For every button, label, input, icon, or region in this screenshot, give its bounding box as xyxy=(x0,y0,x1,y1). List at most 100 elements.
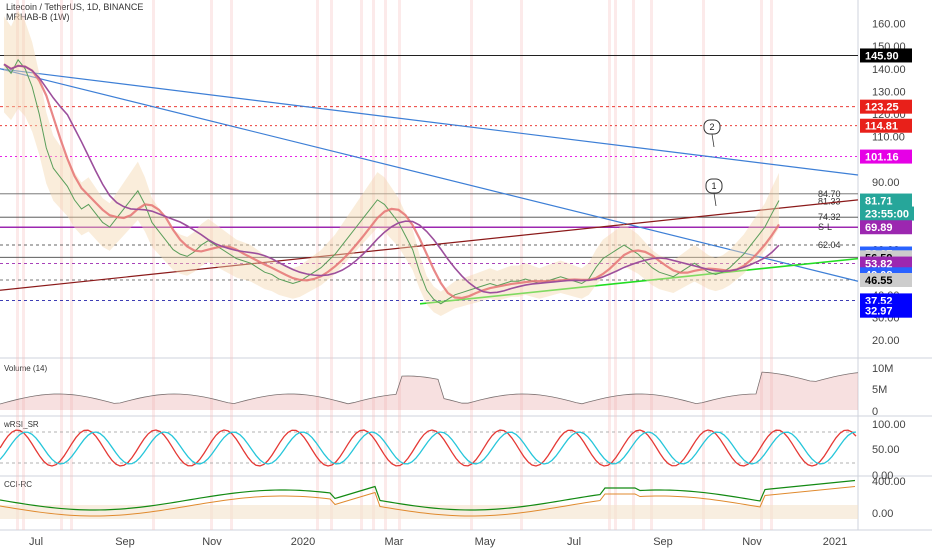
time-axis-tick: Nov xyxy=(202,536,222,548)
time-axis-tick: Mar xyxy=(385,536,404,548)
signal-highlight-bar xyxy=(770,0,773,530)
callout-pointer xyxy=(711,133,715,148)
cci-axis-tick: 0.00 xyxy=(872,508,893,520)
signal-highlight-bar xyxy=(702,0,705,530)
rsi-signal-line xyxy=(0,431,857,465)
signal-highlight-bar xyxy=(16,0,19,530)
price-tag-bg xyxy=(860,206,914,221)
volume-average-line xyxy=(0,371,859,405)
callout-label: 1 xyxy=(712,181,717,191)
price-tag-bg xyxy=(860,303,912,318)
rsi-line xyxy=(0,429,857,467)
price-channel-band xyxy=(4,10,779,317)
price-series-line xyxy=(3,58,780,305)
rsi-axis-tick: 0.00 xyxy=(872,470,893,482)
price-tag: 123.25 xyxy=(860,99,912,114)
support-trend-line xyxy=(419,257,859,305)
signal-highlight-bar xyxy=(210,0,213,530)
price-tag: 114.81 xyxy=(860,118,912,133)
signal-highlight-bar xyxy=(330,0,333,530)
price-tag-bg xyxy=(860,272,912,287)
downtrend-line xyxy=(0,68,859,176)
signal-highlight-bar xyxy=(316,0,319,530)
chart-indicator-title: MRHAB-B (1W) xyxy=(6,12,70,22)
time-axis-tick: 2021 xyxy=(823,536,847,548)
callout-label: 2 xyxy=(710,122,715,132)
volume-axis-tick: 0 xyxy=(872,406,878,418)
signal-highlight-bar xyxy=(614,0,617,530)
signal-highlight-bar xyxy=(608,0,611,530)
signal-highlight-bar xyxy=(520,0,523,530)
slow-moving-average xyxy=(3,63,780,294)
time-axis-tick: Jul xyxy=(29,536,43,548)
price-axis-tick: 110.00 xyxy=(872,132,905,144)
level-line-label: 84.70 xyxy=(818,189,841,199)
price-tag: 69.89 xyxy=(860,220,912,235)
price-tag: 81.71 xyxy=(860,193,912,208)
signal-highlight-bar xyxy=(70,0,73,530)
price-tag-value: 23:55:00 xyxy=(865,209,909,221)
signal-highlight-bar xyxy=(760,0,763,530)
rsi-axis-tick: 100.00 xyxy=(872,419,906,431)
price-tag-bg xyxy=(860,118,912,133)
time-axis-tick: 2020 xyxy=(291,536,315,548)
price-tag-value: 123.25 xyxy=(865,102,899,114)
downtrend-line xyxy=(0,68,859,282)
level-line-label: 74.32 xyxy=(818,212,841,222)
rising-trend-line xyxy=(0,199,859,291)
signal-highlight-bar xyxy=(22,0,25,530)
level-line-label: 62.04 xyxy=(818,240,841,250)
signal-highlight-bar xyxy=(230,0,233,530)
price-tag: 46.55 xyxy=(860,272,912,287)
price-axis-tick: 160.00 xyxy=(872,19,906,31)
volume-area xyxy=(0,372,858,410)
signal-highlight-bar xyxy=(384,0,387,530)
rsi-axis-tick: 50.00 xyxy=(872,444,900,456)
price-tag-value: 114.81 xyxy=(865,121,898,133)
price-tag-bg xyxy=(860,99,912,114)
price-tag-bg xyxy=(860,193,912,208)
price-tag-bg xyxy=(860,220,912,235)
price-tag: 23:55:00 xyxy=(860,206,914,221)
signal-highlight-bar xyxy=(360,0,363,530)
price-tag: 32.97 xyxy=(860,303,912,318)
price-tag: 145.90 xyxy=(860,48,912,63)
price-tag-value: 46.55 xyxy=(865,275,893,287)
cci-neutral-zone xyxy=(0,505,858,519)
time-axis-tick: Sep xyxy=(115,536,135,548)
cci-pane-title: CCI-RC xyxy=(4,480,32,489)
price-tag-value: 81.71 xyxy=(865,196,893,208)
volume-axis-tick: 5M xyxy=(872,384,887,396)
fast-moving-average xyxy=(3,63,780,300)
price-tag-value: 69.89 xyxy=(865,222,893,234)
rsi-pane-title: wRSI_SR xyxy=(4,420,39,429)
cci-axis-tick: 400.00 xyxy=(872,476,906,488)
signal-highlight-bar xyxy=(650,0,653,530)
price-tag-bg xyxy=(860,149,912,164)
signal-highlight-bar xyxy=(632,0,635,530)
chart-symbol-title: Litecoin / TetherUS, 1D, BINANCE xyxy=(6,2,144,12)
callout-marker: 1 xyxy=(705,178,723,207)
time-axis-tick: Jul xyxy=(567,536,581,548)
signal-highlight-bar xyxy=(60,0,63,530)
price-tag-value: 32.97 xyxy=(865,306,893,318)
price-axis-tick: 20.00 xyxy=(872,335,900,347)
price-tag-value: 101.16 xyxy=(865,152,899,164)
callout-pointer xyxy=(713,192,717,207)
price-axis-tick: 130.00 xyxy=(872,86,906,98)
price-tag-bg xyxy=(860,48,912,63)
signal-highlight-bar xyxy=(152,0,155,530)
time-axis-tick: Nov xyxy=(742,536,762,548)
price-tag: 101.16 xyxy=(860,149,912,164)
callout-marker: 2 xyxy=(703,119,721,148)
volume-axis-tick: 10M xyxy=(872,363,893,375)
cci-line xyxy=(0,479,856,511)
time-axis-tick: Sep xyxy=(653,536,673,548)
volume-pane-title: Volume (14) xyxy=(4,364,48,373)
cci-signal-line xyxy=(0,486,856,517)
level-line-label: S-L xyxy=(818,222,832,232)
level-line-label: 81.33 xyxy=(818,196,841,206)
signal-highlight-bar xyxy=(372,0,375,530)
price-axis-tick: 140.00 xyxy=(872,64,906,76)
